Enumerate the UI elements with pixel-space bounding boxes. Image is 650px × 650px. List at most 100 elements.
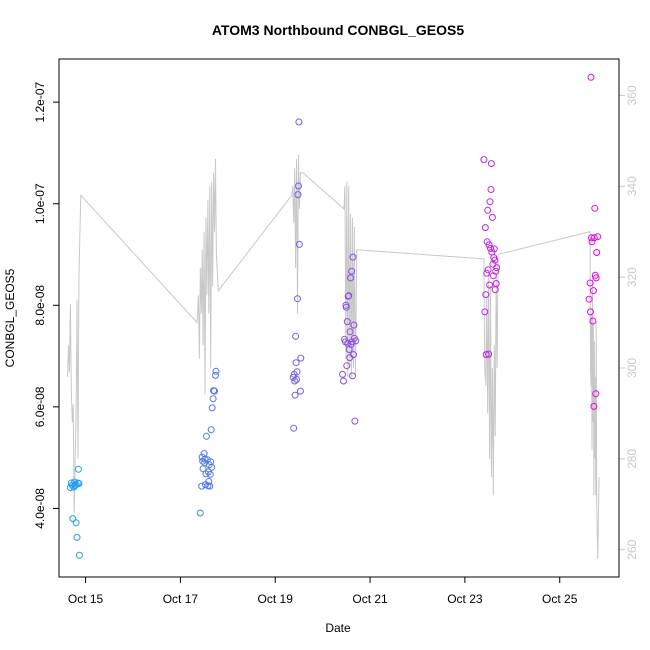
data-point bbox=[480, 156, 488, 164]
data-point bbox=[75, 551, 83, 559]
data-point bbox=[592, 274, 600, 282]
data-point bbox=[208, 404, 216, 412]
x-tick-label: Oct 19 bbox=[258, 592, 294, 606]
x-tick-label: Oct 21 bbox=[352, 592, 388, 606]
data-point bbox=[589, 317, 597, 325]
data-point bbox=[346, 328, 354, 336]
data-point bbox=[345, 292, 353, 300]
data-point bbox=[339, 370, 347, 378]
y-tick-label: 4.0e-08 bbox=[33, 488, 47, 529]
x-tick-label: Oct 17 bbox=[163, 592, 199, 606]
y-tick-label: 1.0e-07 bbox=[33, 183, 47, 224]
data-point bbox=[349, 253, 357, 261]
data-point bbox=[69, 515, 77, 523]
data-point bbox=[485, 241, 493, 249]
data-point bbox=[71, 478, 79, 486]
data-point bbox=[485, 350, 493, 358]
data-point bbox=[588, 238, 596, 246]
data-point bbox=[484, 206, 492, 214]
data-point bbox=[486, 198, 494, 206]
data-point bbox=[348, 267, 356, 275]
data-point bbox=[488, 213, 496, 221]
data-point bbox=[206, 482, 214, 490]
data-point bbox=[294, 191, 302, 199]
data-point bbox=[350, 321, 358, 329]
points-layer bbox=[66, 73, 602, 559]
data-point bbox=[482, 291, 490, 299]
y2-tick-label: 320 bbox=[625, 267, 639, 287]
y-tick-label: 8.0e-08 bbox=[33, 285, 47, 326]
data-point bbox=[74, 465, 82, 473]
data-point bbox=[587, 73, 595, 81]
data-point bbox=[200, 450, 208, 458]
y2-tick-label: 340 bbox=[625, 176, 639, 196]
data-point bbox=[347, 274, 355, 282]
data-point bbox=[481, 224, 489, 232]
data-point bbox=[586, 279, 594, 287]
data-point bbox=[350, 351, 357, 359]
data-point bbox=[592, 390, 600, 398]
data-point bbox=[289, 373, 297, 381]
axes-layer: Oct 15 Oct 17 Oct 19 Oct 21 Oct 23 Oct 25 4.0e… bbox=[33, 81, 639, 606]
data-point bbox=[296, 387, 304, 395]
data-point bbox=[291, 377, 299, 385]
data-point bbox=[487, 186, 495, 193]
data-point bbox=[72, 519, 80, 527]
data-point bbox=[589, 287, 597, 295]
data-point bbox=[593, 249, 601, 256]
plot-frame bbox=[58, 58, 620, 578]
data-point bbox=[196, 509, 204, 517]
data-point bbox=[75, 480, 83, 488]
data-point bbox=[492, 267, 500, 275]
data-point bbox=[591, 204, 599, 212]
data-point bbox=[487, 160, 495, 168]
data-point bbox=[211, 387, 218, 395]
data-point bbox=[481, 308, 489, 316]
data-point bbox=[594, 233, 602, 241]
data-point bbox=[293, 375, 301, 383]
data-point bbox=[290, 424, 298, 432]
data-point bbox=[295, 182, 302, 190]
data-point bbox=[205, 478, 213, 485]
data-point bbox=[212, 371, 219, 379]
data-point bbox=[340, 377, 347, 385]
y-axis-label: CONBGL_GEOS5 bbox=[3, 268, 17, 367]
data-point bbox=[207, 426, 215, 434]
secondary-series-line bbox=[67, 154, 600, 559]
data-point bbox=[199, 457, 207, 465]
data-point bbox=[294, 295, 301, 303]
y2-tick-label: 360 bbox=[625, 85, 639, 105]
data-point bbox=[297, 354, 305, 362]
data-point bbox=[587, 308, 594, 316]
secondary-line-layer bbox=[67, 154, 600, 559]
data-point bbox=[489, 260, 497, 268]
data-point bbox=[585, 295, 593, 303]
data-point bbox=[295, 118, 303, 126]
data-point bbox=[206, 470, 214, 478]
data-point bbox=[342, 303, 350, 311]
data-point bbox=[292, 332, 300, 340]
data-point bbox=[198, 482, 206, 490]
data-point bbox=[492, 280, 500, 287]
data-point bbox=[209, 395, 217, 403]
chart-title: ATOM3 Northbound CONBGL_GEOS5 bbox=[212, 22, 464, 38]
data-point bbox=[295, 240, 303, 248]
data-point bbox=[493, 264, 501, 272]
data-point bbox=[590, 402, 598, 410]
y-tick-label: 6.0e-08 bbox=[33, 386, 47, 427]
data-point bbox=[590, 234, 598, 242]
data-point bbox=[208, 463, 216, 471]
data-point bbox=[343, 362, 351, 370]
data-point bbox=[349, 372, 356, 380]
x-axis-label: Date bbox=[325, 621, 351, 635]
y-tick-label: 1.2e-07 bbox=[33, 81, 47, 122]
y2-tick-label: 280 bbox=[625, 449, 639, 469]
y2-tick-label: 300 bbox=[625, 358, 639, 378]
data-point bbox=[351, 417, 359, 425]
data-point bbox=[484, 266, 492, 274]
y2-tick-label: 260 bbox=[625, 539, 639, 559]
data-point bbox=[293, 368, 301, 376]
data-point bbox=[486, 281, 494, 289]
data-point bbox=[487, 244, 494, 252]
